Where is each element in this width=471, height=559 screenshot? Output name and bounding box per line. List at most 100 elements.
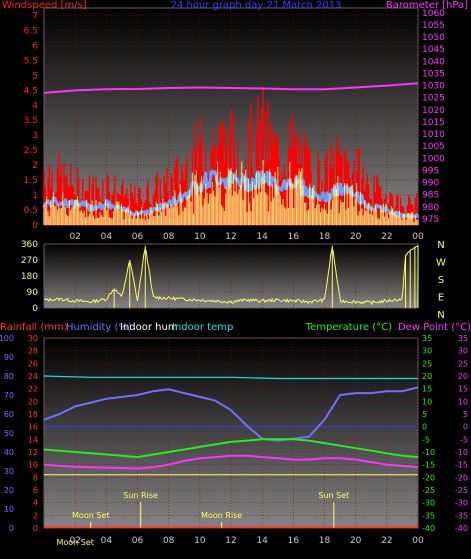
humidity-tick-label: 90: [4, 353, 14, 362]
windspeed-tick-label: 7: [32, 11, 38, 21]
dewpoint-tick-label: -10: [455, 448, 468, 457]
dewpoint-tick-label: 0: [463, 423, 468, 432]
direction-tick-label: 180: [21, 272, 38, 282]
rainfall-tick-label: 28: [28, 347, 38, 356]
temperature-tick-label: 30: [422, 347, 432, 356]
wind-direction-series: [43, 245, 419, 306]
compass-point-label: N: [437, 240, 444, 251]
temp-hour-tick-label: 06: [132, 536, 144, 546]
astro-event-label: Moon Rise: [201, 511, 242, 520]
humidity-tick-label: 10: [4, 505, 14, 514]
humidity-tick-label: 80: [4, 372, 14, 381]
barometer-tick-label: 1060: [422, 9, 445, 19]
barometer-tick-label: 1045: [422, 45, 445, 55]
humidity-tick-label: 30: [4, 467, 14, 476]
dewpoint-tick-label: 25: [458, 359, 468, 368]
barometer-series: [43, 82, 419, 94]
barometer-tick-label: 995: [422, 166, 439, 176]
barometer-tick-label: 1015: [422, 118, 445, 128]
wind-hour-tick-label: 12: [225, 232, 236, 242]
dewpoint-tick-label: 30: [458, 347, 468, 356]
barometer-tick-label: 1010: [422, 130, 445, 140]
barometer-tick-label: 985: [422, 191, 439, 201]
wind-hour-tick-label: 20: [350, 232, 362, 242]
direction-tick-label: 270: [21, 256, 38, 266]
temperature-tick-label: -20: [422, 473, 435, 482]
windspeed-tick-label: 2: [32, 161, 38, 171]
temperature-tick-label: 10: [422, 397, 432, 406]
barometer-tick-label: 1030: [422, 82, 445, 92]
wind-hour-tick-label: 18: [319, 232, 331, 242]
rainfall-tick-label: 4: [33, 499, 38, 508]
barometer-tick-label: 1005: [422, 142, 445, 152]
barometer-tick-label: 990: [422, 179, 439, 189]
rainfall-tick-label: 18: [28, 410, 38, 419]
barometer-tick-label: 1040: [422, 57, 445, 67]
indoor-temp-series: [43, 375, 418, 380]
humidity-tick-label: 20: [4, 486, 14, 495]
temp-hour-tick-label: 12: [225, 536, 236, 546]
dewpoint-tick-label: -20: [455, 473, 468, 482]
temperature-tick-label: -35: [422, 511, 435, 520]
barometer-tick-label: 980: [422, 203, 439, 213]
rainfall-tick-label: 14: [28, 435, 38, 444]
temperature-tick-label: -30: [422, 499, 435, 508]
wind-hour-tick-label: 06: [132, 232, 144, 242]
rainfall-tick-label: 22: [28, 385, 38, 394]
dewpoint-tick-label: -35: [455, 511, 468, 520]
legend-indoor-temp: Indoor temp: [172, 322, 233, 333]
rainfall-tick-label: 16: [28, 423, 38, 432]
windspeed-tick-label: 0.5: [24, 206, 38, 216]
dewpoint-tick-label: 20: [458, 372, 468, 381]
compass-point-label: W: [436, 258, 446, 269]
rainfall-tick-label: 12: [28, 448, 38, 457]
humidity-tick-label: 40: [4, 448, 14, 457]
temperature-tick-label: -25: [422, 486, 435, 495]
wind-hour-tick-label: 14: [256, 232, 268, 242]
barometer-tick-label: 1000: [422, 154, 445, 164]
temperature-tick-label: 15: [422, 385, 432, 394]
barometer-tick-label: 1020: [422, 106, 445, 116]
humidity-tick-label: 70: [4, 391, 14, 400]
barometer-axis-title: Barometer [hPa]: [386, 0, 468, 11]
temperature-tick-label: -15: [422, 461, 435, 470]
humidity-tick-label: 100: [0, 334, 14, 343]
dewpoint-tick-label: 10: [458, 397, 468, 406]
dewpoint-series: [43, 454, 419, 470]
dewpoint-tick-label: -5: [460, 435, 468, 444]
legend-temperature: Temperature (°C): [305, 322, 392, 333]
temperature-tick-label: 0: [422, 423, 427, 432]
dewpoint-tick-label: -25: [455, 486, 468, 495]
dewpoint-tick-label: 35: [458, 334, 468, 343]
windspeed-tick-label: 4.5: [24, 86, 38, 96]
dewpoint-tick-label: 5: [463, 410, 468, 419]
dewpoint-tick-label: 15: [458, 385, 468, 394]
windspeed-tick-label: 6.5: [24, 26, 38, 36]
compass-point-label: E: [438, 293, 444, 304]
temp-hour-tick-label: 16: [288, 536, 300, 546]
wind-hour-tick-label: 22: [381, 232, 392, 242]
rainfall-tick-label: 8: [33, 473, 38, 482]
barometer-tick-label: 975: [422, 215, 439, 225]
humidity-tick-label: 50: [4, 429, 14, 438]
temp-hour-tick-label: 02: [69, 536, 80, 546]
dewpoint-tick-label: -15: [455, 461, 468, 470]
astro-event-label: Sun Rise: [123, 491, 158, 500]
direction-tick-label: 90: [27, 288, 39, 298]
temperature-tick-label: -40: [422, 524, 435, 533]
temp-hour-tick-label: 14: [256, 536, 268, 546]
barometer-tick-label: 1025: [422, 94, 445, 104]
compass-point-label: N: [437, 310, 444, 321]
temp-hour-tick-label: 10: [194, 536, 206, 546]
humidity-series: [43, 386, 419, 442]
wind-hour-tick-label: 00: [412, 232, 424, 242]
dewpoint-tick-label: -30: [455, 499, 468, 508]
temperature-tick-label: 35: [422, 334, 432, 343]
windspeed-tick-label: 5: [32, 71, 38, 81]
rainfall-tick-label: 2: [33, 511, 38, 520]
wind-hour-tick-label: 10: [194, 232, 206, 242]
astro-event-label: Moon Set: [72, 511, 109, 520]
windspeed-tick-label: 6: [32, 41, 38, 51]
